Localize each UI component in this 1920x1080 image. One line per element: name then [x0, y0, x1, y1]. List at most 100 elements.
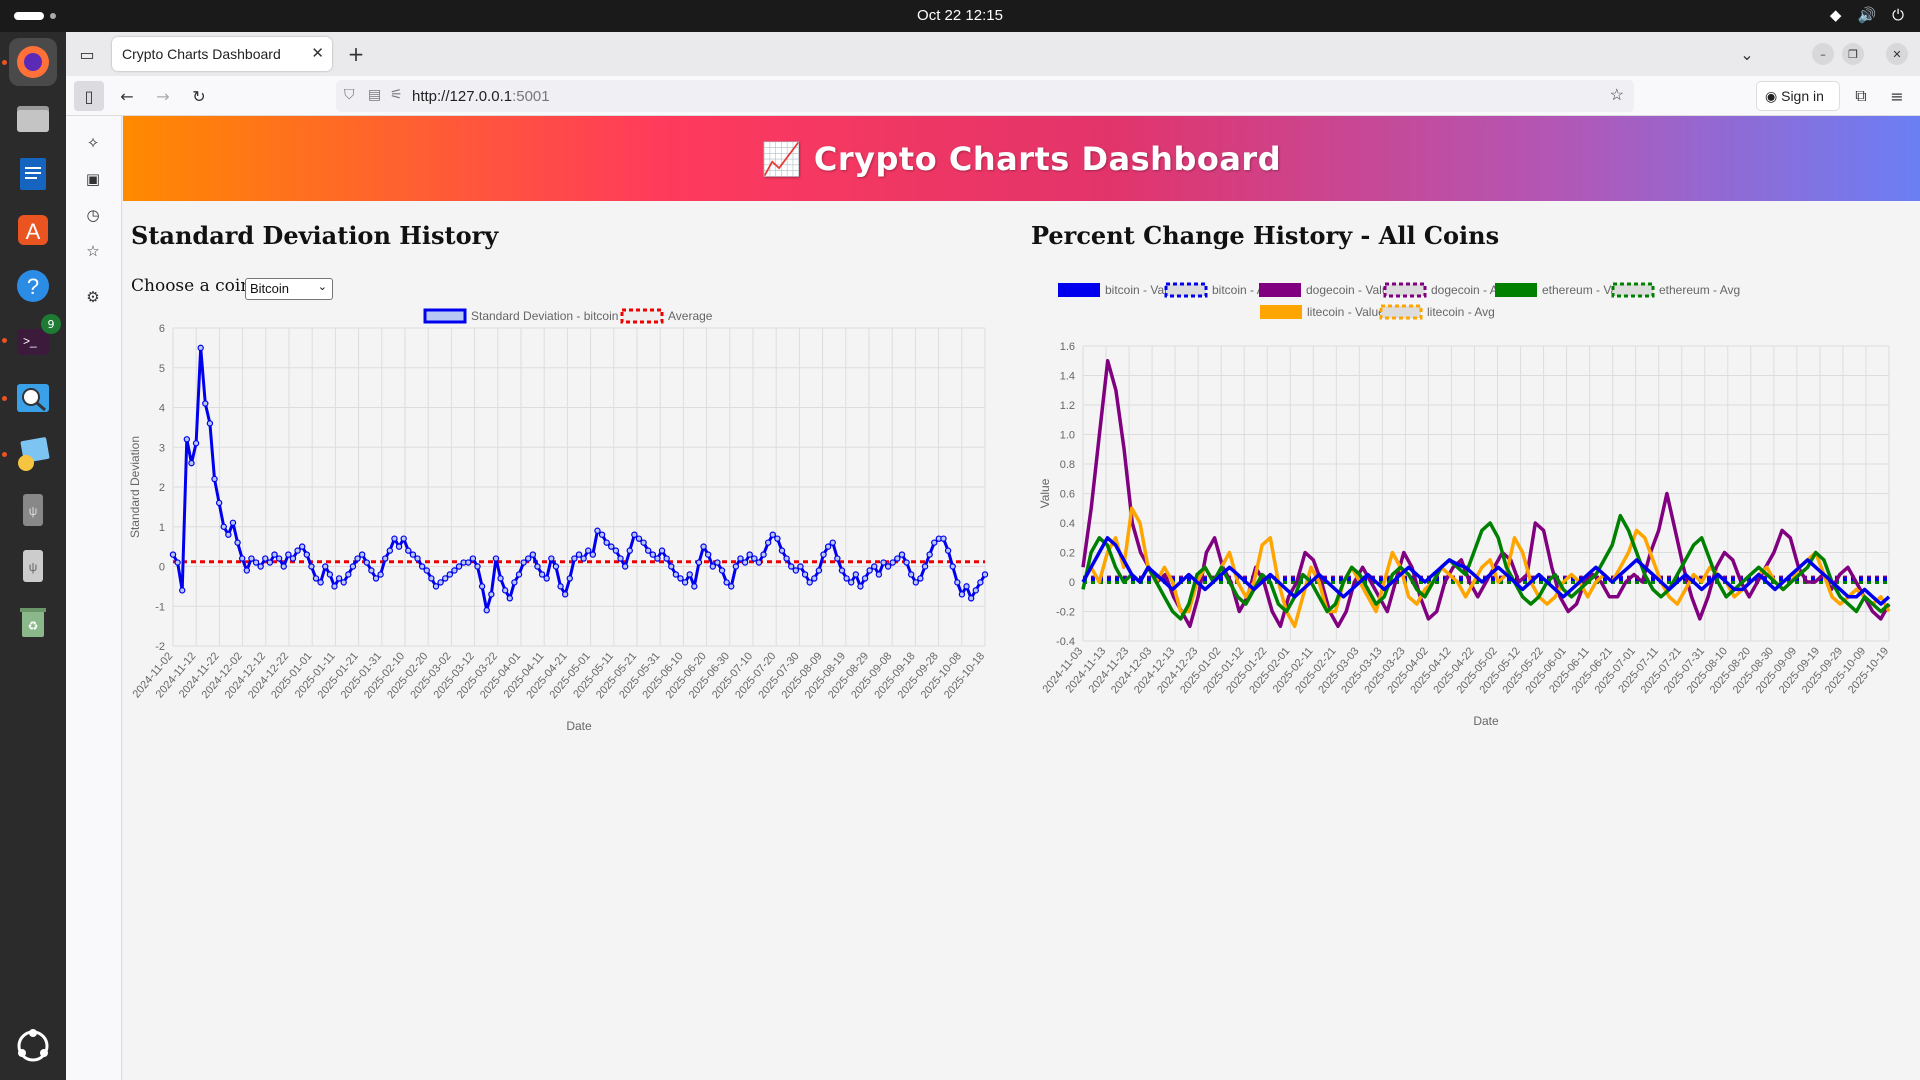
stddev-data-point — [501, 587, 509, 594]
firefox-icon[interactable] — [9, 38, 57, 86]
stddev-data-point — [723, 579, 730, 586]
settings-gear-icon[interactable]: ⚙ — [86, 288, 100, 306]
writer-icon[interactable] — [9, 150, 57, 198]
tab-overview-icon[interactable]: ▭ — [79, 44, 95, 64]
wifi-icon[interactable]: ◆ — [1829, 6, 1842, 24]
stddev-data-point — [215, 499, 223, 507]
image-viewer-icon[interactable] — [9, 374, 57, 422]
show-apps-icon[interactable] — [9, 1022, 57, 1070]
stddev-data-point — [788, 563, 795, 570]
running-indicator — [2, 60, 7, 65]
stddev-data-point — [474, 563, 481, 570]
ai-chat-icon[interactable]: ✧ — [86, 134, 100, 152]
usb-drive-icon[interactable]: ψ — [9, 486, 57, 534]
stddev-data-point — [257, 563, 264, 570]
history-icon[interactable]: ◷ — [86, 206, 100, 224]
trash-icon[interactable]: ♻ — [9, 598, 57, 646]
sidebar-toggle-icon[interactable]: ▯ — [74, 81, 104, 111]
stddev-data-point — [940, 535, 947, 542]
stddev-data-point — [192, 440, 200, 447]
help-icon[interactable]: ? — [9, 262, 57, 310]
sign-in-button[interactable]: ◉ Sign in — [1756, 81, 1840, 111]
stddev-data-point — [239, 555, 246, 562]
stddev-series-line — [171, 346, 987, 612]
stddev-data-point — [981, 571, 989, 578]
restore-icon[interactable]: ❐ — [1842, 43, 1864, 65]
forward-icon[interactable]: → — [156, 86, 170, 106]
files-icon[interactable] — [9, 94, 57, 142]
stddev-data-point — [326, 571, 334, 578]
system-tray[interactable]: ◆ 🔊 ⏻ — [1830, 6, 1904, 24]
stddev-data-point — [248, 555, 255, 562]
stddev-data-point — [783, 555, 790, 562]
legend-label: bitcoin - Value — [1105, 283, 1180, 297]
stddev-data-point — [778, 547, 786, 554]
close-window-icon[interactable]: ✕ — [1886, 43, 1908, 65]
page-info-icon[interactable]: ▤ — [368, 86, 382, 102]
stddev-data-point — [234, 539, 241, 546]
y-tick-label: 1 — [159, 522, 165, 534]
percent-change-chart: bitcoin - Value bitcoin - Avg dogecoin - V… — [1038, 282, 1891, 728]
legend-label-stddev: Standard Deviation - bitcoin — [471, 309, 618, 323]
usb-drive-icon[interactable]: ψ — [9, 542, 57, 590]
stddev-data-point — [418, 563, 426, 570]
activities-indicator[interactable] — [14, 12, 44, 20]
clock[interactable]: Oct 22 12:15 — [917, 7, 1003, 24]
stddev-data-point — [977, 579, 984, 586]
terminal-icon[interactable]: >_ 9 — [9, 314, 61, 366]
y-tick-label: 1.4 — [1060, 371, 1075, 383]
stddev-data-point — [594, 527, 601, 534]
stddev-data-point — [972, 587, 979, 594]
stddev-data-point — [691, 583, 698, 590]
stddev-data-point — [686, 571, 693, 578]
bookmark-star-icon[interactable]: ☆ — [1609, 87, 1624, 104]
stddev-data-point — [949, 563, 956, 570]
volume-icon[interactable]: 🔊 — [1857, 6, 1877, 24]
stddev-data-point — [575, 551, 583, 558]
list-tabs-icon[interactable]: ⌄ — [1740, 44, 1754, 64]
stddev-data-point — [382, 555, 389, 562]
minimize-icon[interactable]: – — [1812, 43, 1834, 65]
stddev-data-point — [552, 563, 560, 570]
stddev-data-point — [834, 555, 841, 562]
stddev-data-point — [852, 571, 860, 578]
stddev-data-point — [704, 551, 712, 558]
menu-icon[interactable]: ≡ — [1890, 86, 1904, 106]
y-tick-label: 1.6 — [1060, 341, 1075, 353]
stddev-data-point — [322, 563, 329, 570]
y-tick-label: 5 — [159, 363, 165, 375]
shield-icon[interactable]: ⛉ — [344, 86, 355, 102]
stddev-data-point — [921, 563, 929, 570]
url-bar[interactable]: ⛉ ▤ ⚟ http://127.0.0.1:5001 ☆ — [336, 80, 1634, 112]
app-center-icon[interactable]: A — [9, 206, 57, 254]
close-tab-icon[interactable]: ✕ — [311, 45, 324, 62]
stddev-data-point — [967, 595, 975, 602]
stddev-data-point — [944, 547, 952, 554]
stddev-data-point — [363, 559, 370, 566]
extensions-icon[interactable]: ⧉ — [1855, 86, 1867, 105]
bookmarks-icon[interactable]: ☆ — [86, 242, 100, 260]
back-icon[interactable]: ← — [120, 86, 134, 106]
stddev-data-point — [520, 559, 527, 566]
stddev-data-point — [654, 555, 661, 562]
stddev-data-point — [621, 563, 629, 570]
url-text[interactable]: http://127.0.0.1:5001 — [412, 88, 550, 105]
stddev-data-point — [303, 551, 310, 558]
synced-tabs-icon[interactable]: ▣ — [85, 170, 101, 188]
tab-crypto-dashboard[interactable]: Crypto Charts Dashboard ✕ — [112, 37, 332, 71]
power-icon[interactable]: ⏻ — [1892, 6, 1904, 24]
stddev-data-point — [903, 559, 910, 566]
stddev-data-point — [755, 559, 763, 566]
stddev-data-point — [358, 551, 366, 558]
reload-icon[interactable]: ↻ — [192, 86, 206, 106]
coin-select[interactable]: Bitcoin ⌄ — [245, 278, 333, 300]
stddev-data-point — [206, 420, 214, 427]
y-tick-label: 0.8 — [1060, 459, 1075, 471]
dashboard-banner: 📈 Crypto Charts Dashboard — [123, 116, 1920, 201]
account-icon: ◉ — [1765, 88, 1778, 104]
stddev-data-point — [617, 555, 624, 562]
chevron-down-icon: ⌄ — [317, 281, 327, 293]
permissions-icon[interactable]: ⚟ — [390, 86, 403, 102]
new-tab-icon[interactable]: + — [347, 42, 365, 66]
photos-icon[interactable] — [9, 430, 57, 478]
